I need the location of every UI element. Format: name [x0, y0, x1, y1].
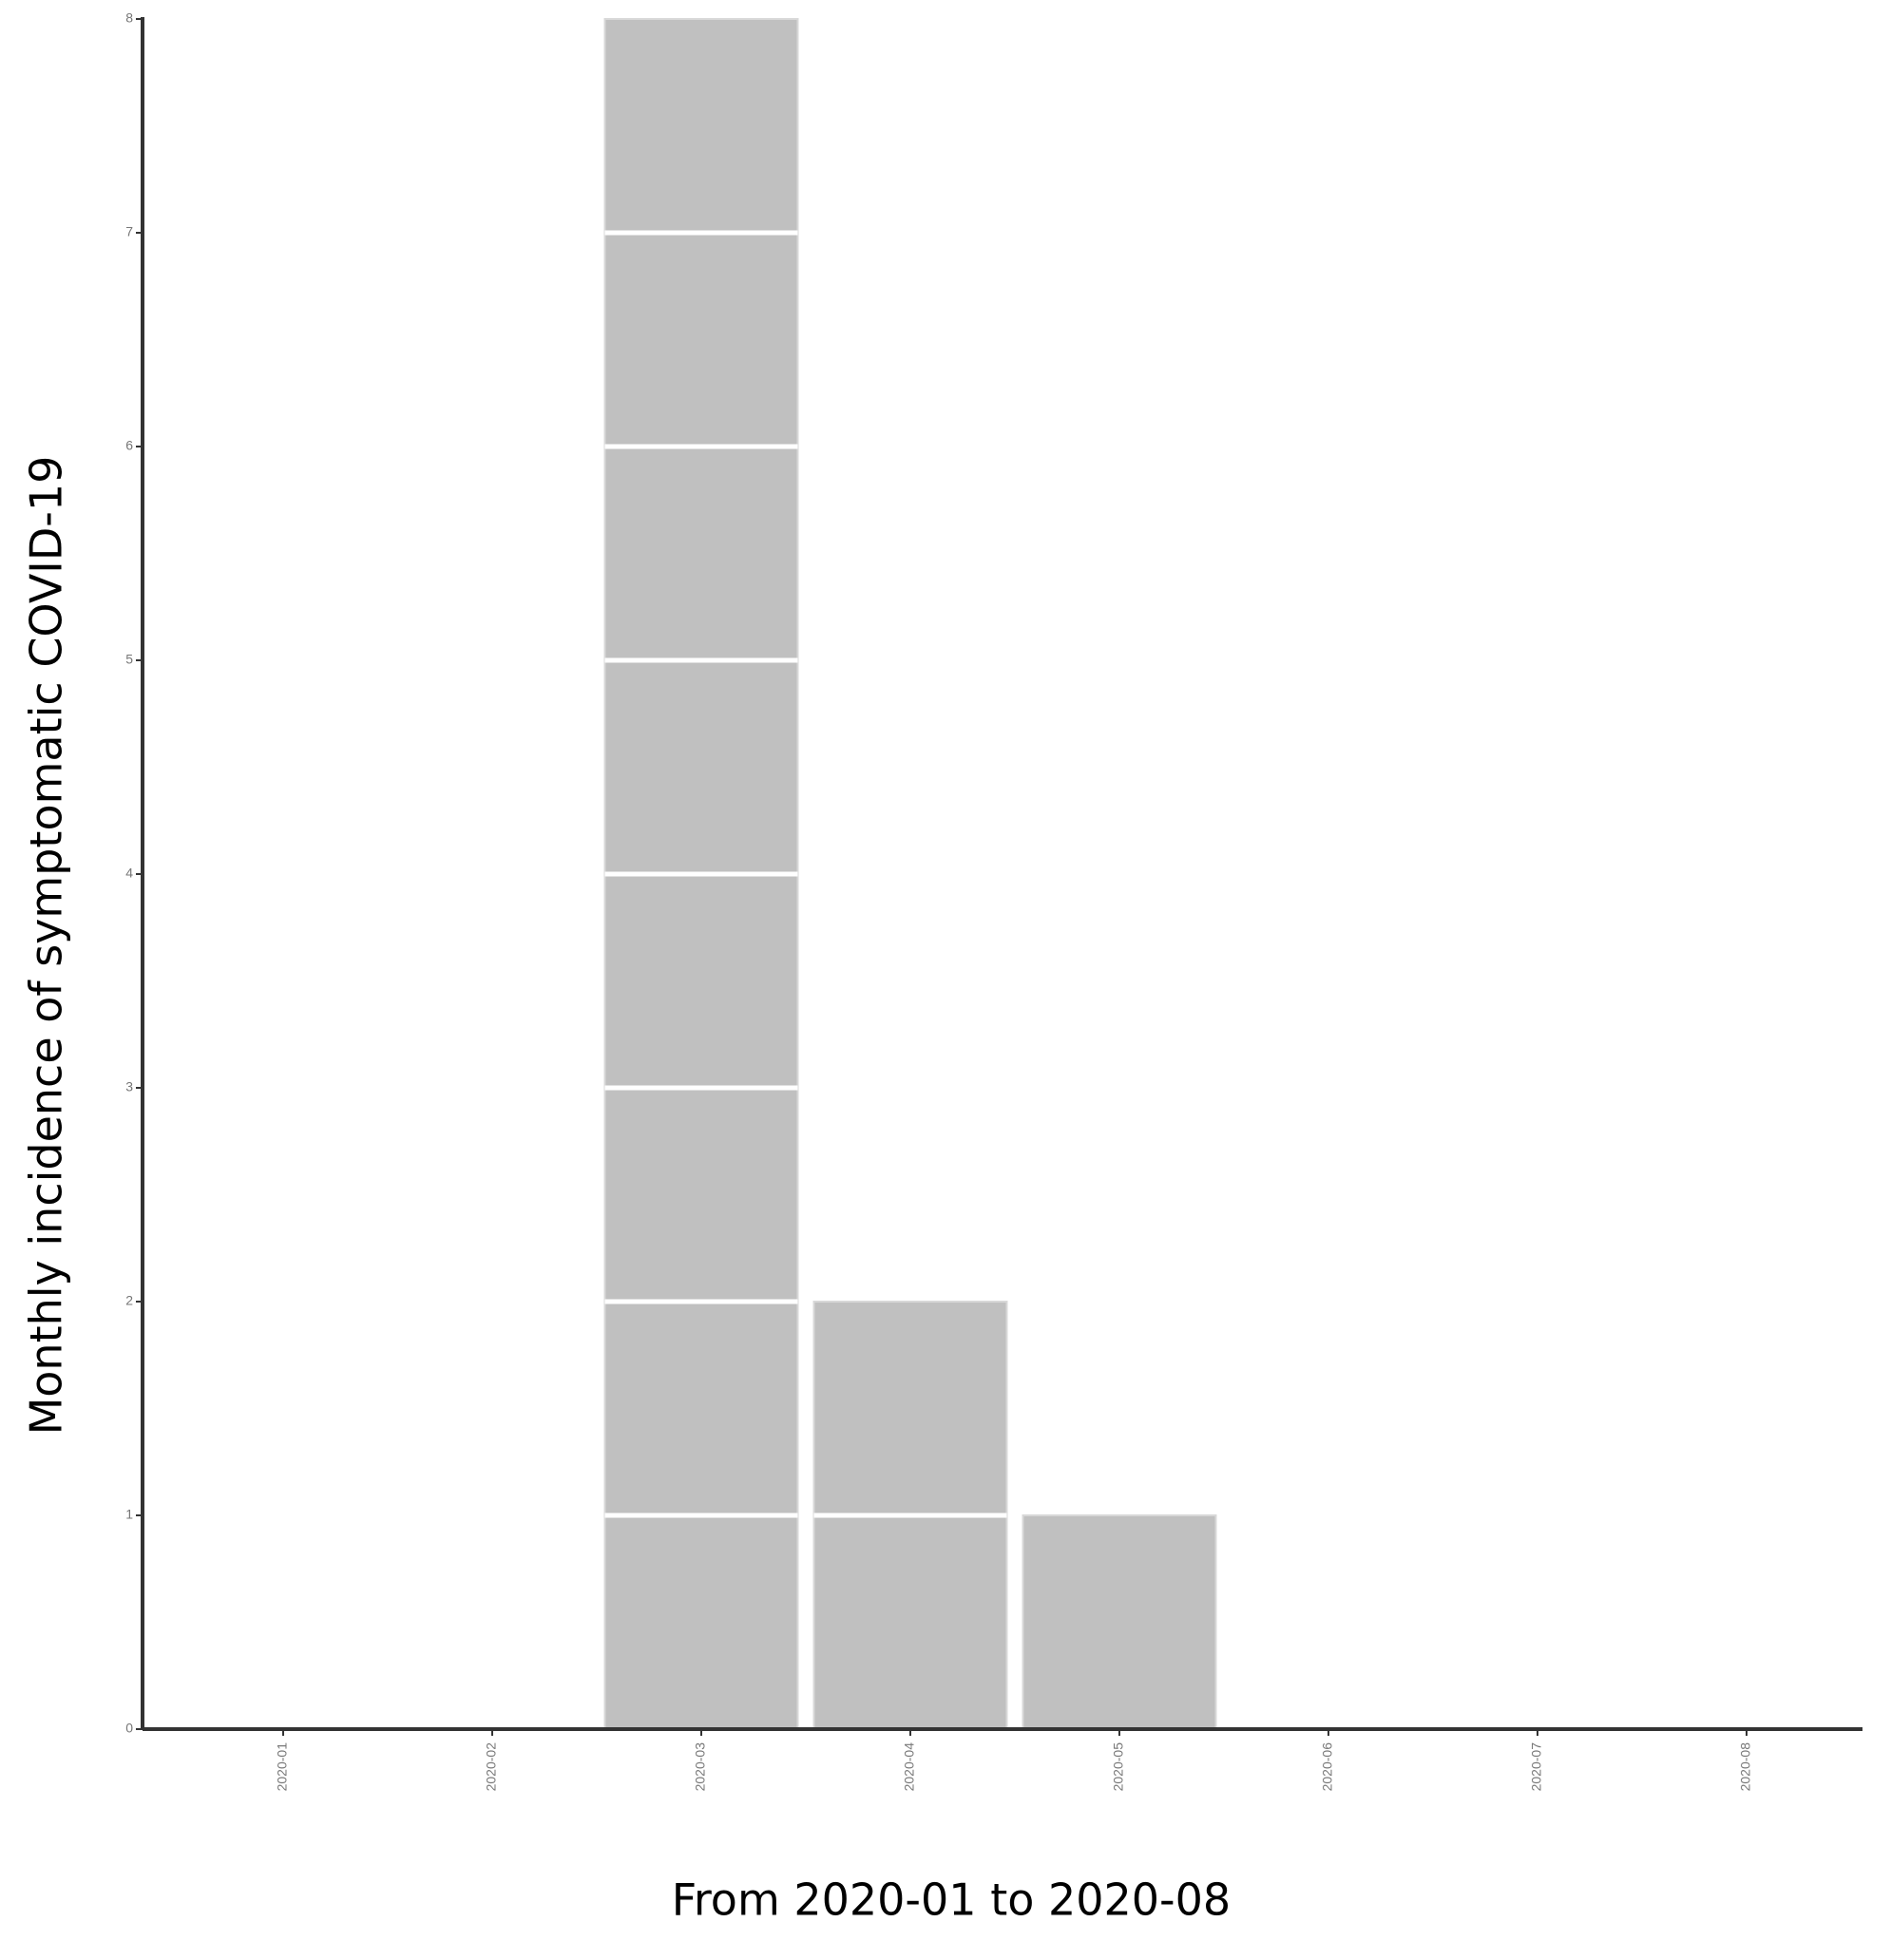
x-tick-label: 2020-04: [902, 1742, 917, 1792]
y-tick-label: 0: [125, 1721, 133, 1736]
bar: [1022, 1514, 1217, 1730]
y-tick-label: 2: [125, 1293, 133, 1308]
x-tick-label: 2020-02: [484, 1742, 499, 1792]
y-tick-label: 4: [125, 866, 133, 881]
x-tick-label: 2020-07: [1529, 1742, 1544, 1792]
x-axis-title: From 2020-01 to 2020-08: [672, 1874, 1231, 1926]
y-tick-label: 8: [125, 10, 133, 26]
x-tick-label: 2020-08: [1738, 1742, 1753, 1792]
x-tick-label: 2020-05: [1111, 1742, 1126, 1792]
x-tick-label: 2020-01: [275, 1742, 290, 1792]
y-tick-label: 5: [125, 652, 133, 667]
y-tick-label: 1: [125, 1507, 133, 1522]
x-tick-label: 2020-06: [1320, 1742, 1335, 1792]
y-axis-title: Monthly incidence of symptomatic COVID-1…: [21, 456, 72, 1436]
y-tick-label: 7: [125, 224, 133, 239]
x-tick-label: 2020-03: [693, 1742, 708, 1792]
y-tick-label: 6: [125, 438, 133, 453]
y-tick-label: 3: [125, 1079, 133, 1094]
